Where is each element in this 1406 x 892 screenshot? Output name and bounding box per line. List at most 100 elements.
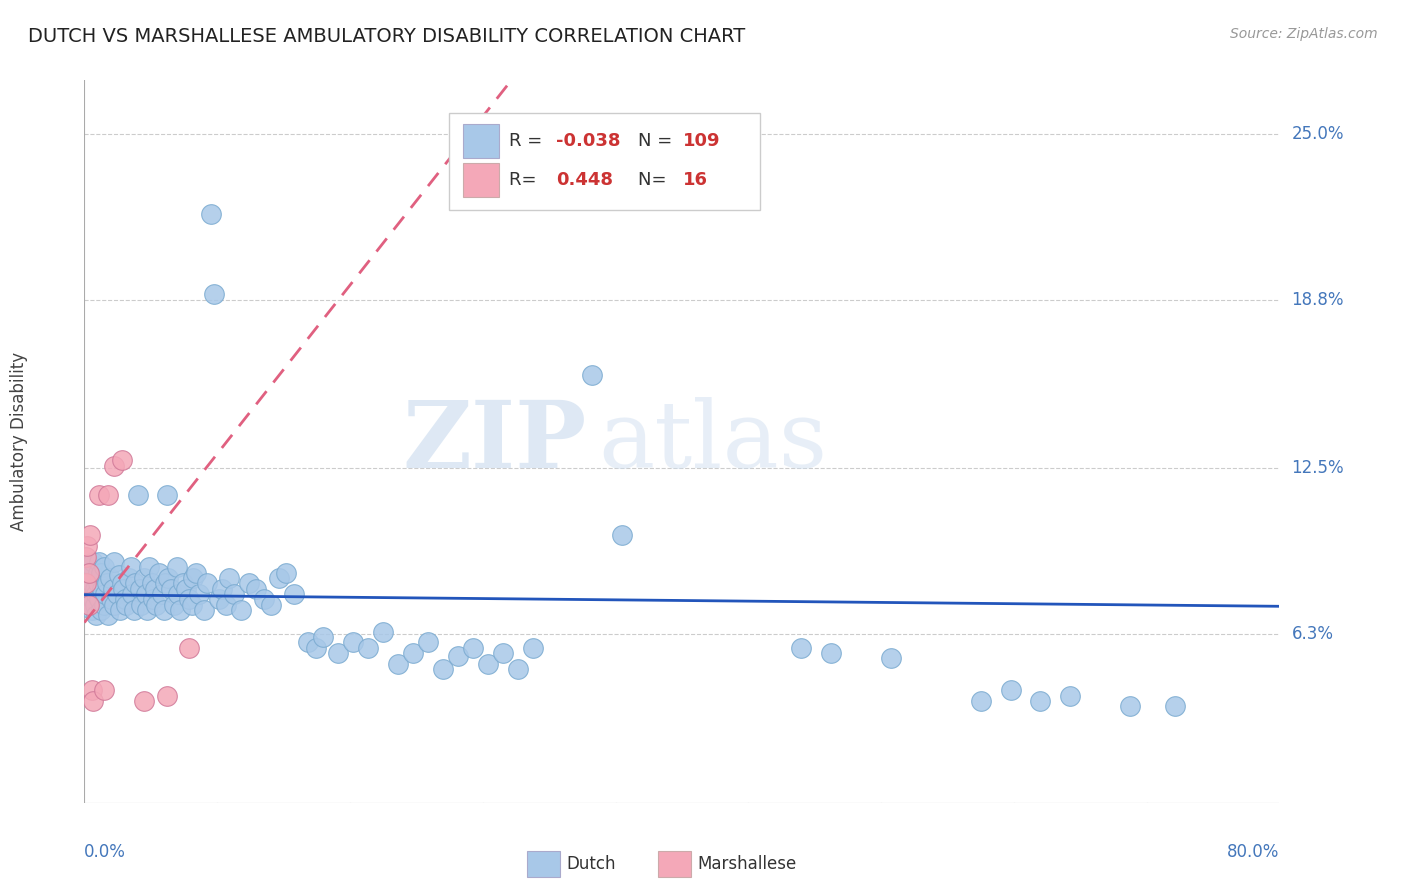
Point (357, 640, 380, 655)
Point (120, 560, 142, 574)
Text: 109: 109 (683, 132, 721, 150)
Point (208, 592, 231, 607)
Text: R =: R = (509, 132, 547, 150)
Point (80, 683, 103, 698)
Point (75, 549, 97, 564)
Point (231, 603, 253, 617)
Point (89, 592, 111, 607)
FancyBboxPatch shape (449, 112, 759, 211)
Point (167, 587, 190, 601)
Text: R=: R= (509, 171, 541, 189)
Point (89, 488, 111, 502)
Point (1029, 694, 1052, 708)
Point (103, 598, 125, 612)
Point (447, 648, 470, 663)
Point (138, 560, 160, 574)
Point (94, 587, 117, 601)
Point (103, 555, 125, 569)
Point (222, 587, 245, 601)
Point (416, 635, 439, 649)
Point (612, 528, 634, 542)
Point (218, 571, 240, 585)
Point (155, 488, 177, 502)
Point (193, 603, 215, 617)
Text: N=: N= (638, 171, 672, 189)
Point (77, 566, 100, 580)
Point (166, 560, 188, 574)
Point (183, 571, 205, 585)
Point (135, 587, 157, 601)
Point (82, 592, 104, 607)
Text: ZIP: ZIP (402, 397, 586, 486)
Point (100, 592, 122, 607)
Point (98, 571, 121, 585)
Point (260, 598, 283, 612)
Point (89, 555, 111, 569)
Point (77, 595, 100, 609)
Text: 25.0%: 25.0% (1292, 125, 1344, 143)
Point (80, 560, 103, 574)
Point (188, 587, 211, 601)
Point (136, 603, 159, 617)
Point (1164, 699, 1187, 714)
Point (132, 571, 156, 585)
Text: 12.5%: 12.5% (1292, 459, 1344, 477)
Text: DUTCH VS MARSHALLESE AMBULATORY DISABILITY CORRELATION CHART: DUTCH VS MARSHALLESE AMBULATORY DISABILI… (28, 27, 745, 45)
Point (91, 582, 114, 596)
Text: 18.8%: 18.8% (1292, 291, 1344, 309)
Point (152, 603, 174, 617)
Point (274, 566, 297, 580)
Point (86, 608, 108, 623)
Point (238, 576, 260, 591)
Point (87, 576, 110, 591)
Point (90, 566, 112, 580)
Point (112, 582, 135, 596)
Point (127, 488, 149, 502)
Text: 0.0%: 0.0% (84, 843, 127, 861)
Point (342, 635, 364, 649)
Point (79, 574, 101, 588)
Point (77, 576, 100, 591)
Point (174, 582, 197, 596)
Point (297, 635, 319, 649)
Point (111, 576, 134, 591)
Point (83, 582, 105, 596)
Bar (527, 851, 560, 877)
Point (115, 598, 138, 612)
Point (101, 582, 124, 596)
Point (142, 592, 165, 607)
Point (215, 598, 238, 612)
Text: Dutch: Dutch (567, 855, 616, 873)
Point (790, 640, 813, 655)
Point (970, 694, 993, 708)
Point (128, 582, 150, 596)
Point (148, 566, 170, 580)
Point (202, 287, 225, 301)
Point (160, 582, 183, 596)
Text: -0.038: -0.038 (557, 132, 621, 150)
Point (76, 568, 98, 582)
Bar (658, 851, 692, 877)
Point (1059, 689, 1081, 703)
Point (111, 453, 134, 467)
Text: 0.448: 0.448 (557, 171, 613, 189)
Bar (463, 162, 499, 197)
Point (432, 662, 454, 676)
Point (87, 566, 110, 580)
Point (90, 603, 112, 617)
Point (186, 566, 208, 580)
Point (267, 571, 290, 585)
Point (76, 582, 98, 596)
Point (80, 603, 103, 617)
Point (143, 582, 166, 596)
Point (107, 568, 129, 582)
Point (86, 587, 108, 601)
Point (93, 683, 115, 698)
Point (75, 576, 97, 591)
Point (105, 587, 128, 601)
Point (82, 555, 104, 569)
Point (79, 528, 101, 542)
Text: Marshallese: Marshallese (697, 855, 797, 873)
Point (200, 207, 222, 221)
Point (103, 458, 125, 473)
